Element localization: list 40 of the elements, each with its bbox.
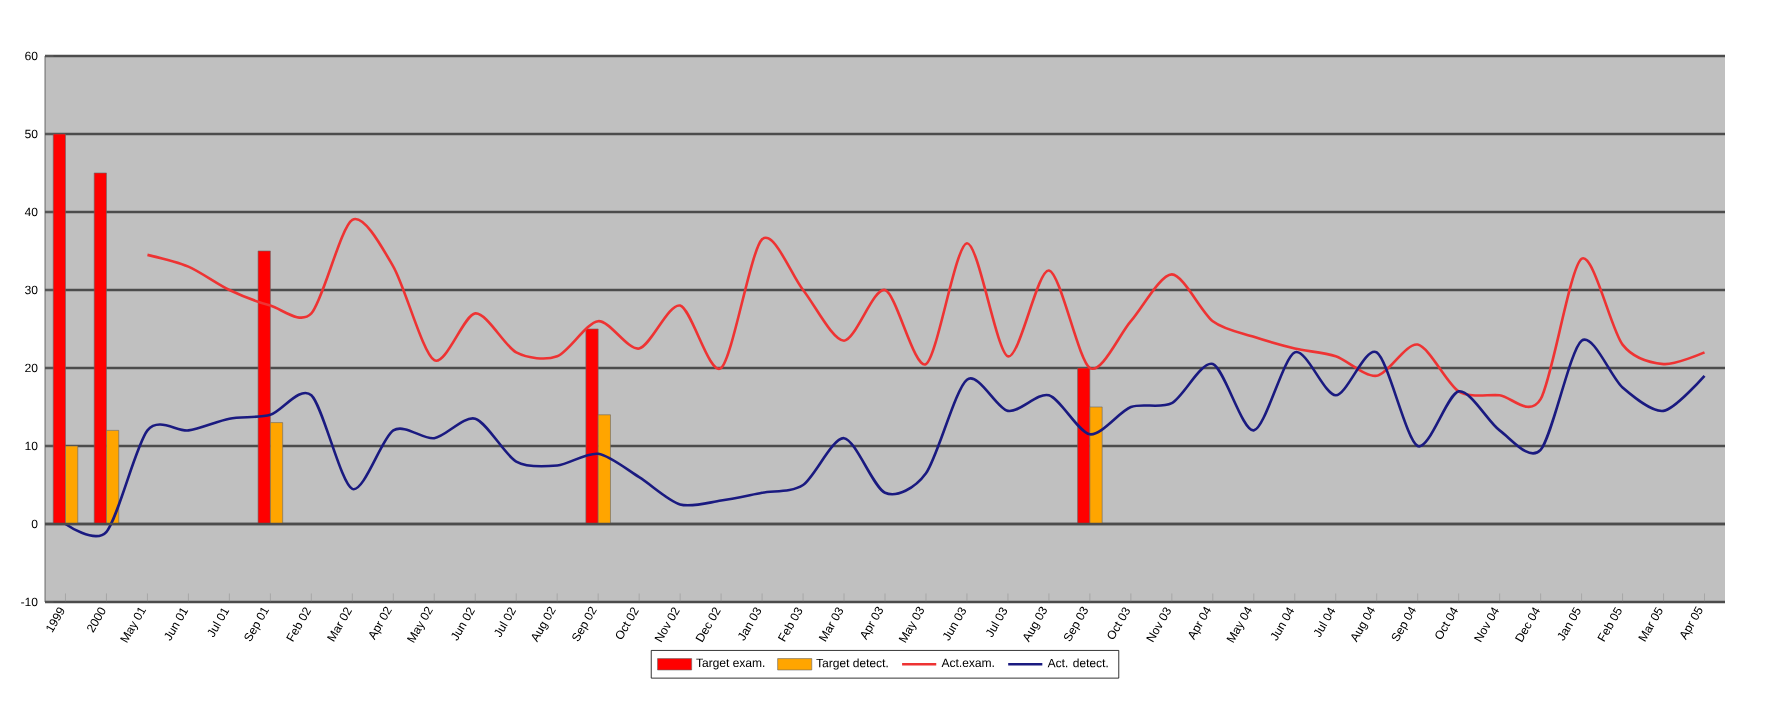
x-tick-label: Dec 04 (1514, 607, 1540, 643)
x-tick-label: Apr 02 (369, 606, 393, 641)
x-tick-label: Feb 03 (777, 607, 803, 642)
x-tick-label: Jun 04 (1270, 607, 1295, 641)
y-tick-label: 10 (25, 441, 38, 451)
x-tick-label: Oct 02 (615, 607, 639, 639)
x-tick-label: Sep 04 (1391, 606, 1416, 642)
y-tick-label: 40 (24, 207, 38, 217)
x-tick-label: Sep 01 (244, 607, 270, 642)
x-tick-label: Oct 03 (1107, 607, 1130, 639)
x-tick-label: Feb 05 (1597, 606, 1622, 642)
x-tick-label: Feb 02 (286, 607, 312, 642)
y-tick-label: 0 (31, 519, 38, 529)
x-tick-label: Sep 03 (1064, 606, 1088, 642)
x-tick-label: Apr 04 (1188, 606, 1212, 641)
x-tick-label: Jun 03 (943, 607, 966, 641)
x-tick-label: Jun 02 (451, 607, 475, 641)
x-tick-label: Jun 01 (164, 608, 189, 641)
y-tick-label: -10 (21, 597, 38, 607)
x-tick-label: Sep 02 (572, 606, 597, 642)
y-tick-label: 50 (25, 129, 38, 139)
y-tick-label: 20 (25, 363, 38, 373)
x-tick-label: Jul 01 (207, 608, 230, 638)
x-tick-label: Jul 02 (494, 607, 517, 638)
y-tick-label: 60 (25, 51, 38, 61)
x-tick-label: Oct 04 (1435, 607, 1458, 639)
x-tick-label: Jul 04 (1313, 607, 1336, 638)
x-tick-label: Jul 03 (986, 607, 1008, 638)
legend-label: Act. detect. (1047, 658, 1108, 668)
x-tick-label: Jan 03 (738, 607, 762, 641)
legend-label: Act.exam. (941, 658, 994, 668)
legend-label: Target detect. (816, 658, 888, 670)
x-tick-label: Apr 05 (1680, 606, 1703, 641)
x-tick-label: Nov 04 (1473, 607, 1499, 643)
legend-label: Target exam. (696, 658, 765, 670)
x-tick-label: Jan 05 (1557, 606, 1581, 641)
x-tick-label: Nov 03 (1146, 607, 1171, 643)
x-tick-label: Apr 03 (860, 606, 883, 641)
x-tick-label: Dec 02 (695, 607, 721, 643)
y-tick-label: 30 (25, 285, 38, 295)
